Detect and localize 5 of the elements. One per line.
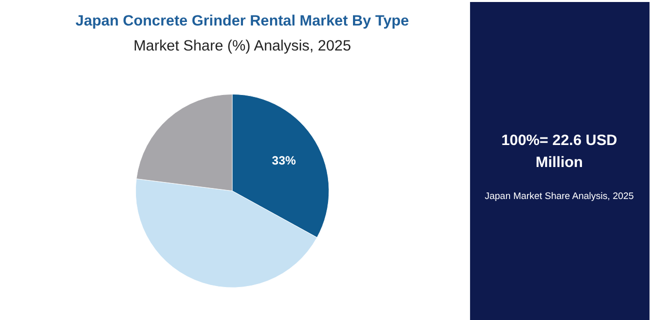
text: Japan Market Share Analysis, 2025 <box>484 190 634 202</box>
data-label: 33% <box>272 153 296 168</box>
text: 100%= 22.6 USD Million <box>501 132 618 171</box>
chart-title: Japan Concrete Grinder Rental Market By Type <box>76 12 409 30</box>
chart-subtitle: Market Share (%) Analysis, 2025 <box>133 37 352 54</box>
